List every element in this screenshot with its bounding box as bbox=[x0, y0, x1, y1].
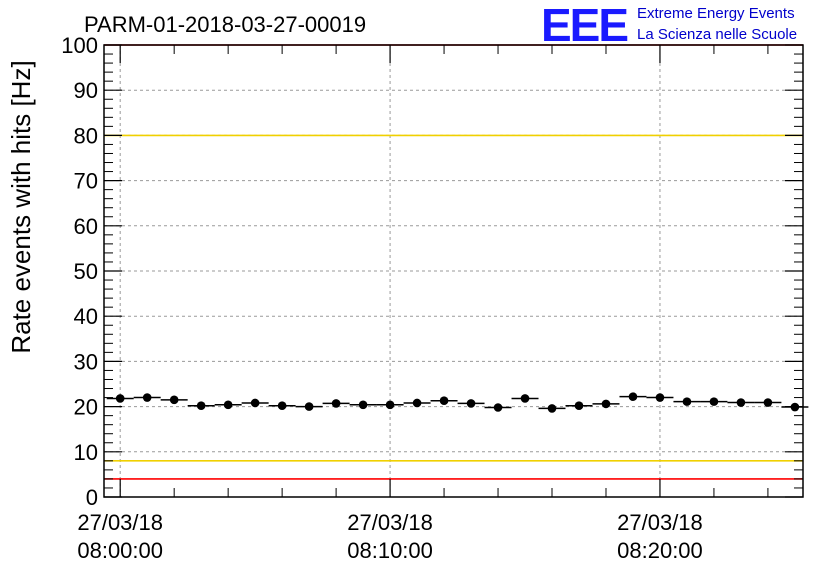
data-point bbox=[304, 402, 314, 411]
data-point bbox=[682, 397, 692, 406]
data-point bbox=[439, 396, 449, 406]
y-tick-label: 70 bbox=[74, 169, 98, 194]
x-tick-label-date: 27/03/18 bbox=[617, 510, 703, 535]
x-tick-label-date: 27/03/18 bbox=[77, 510, 163, 535]
reference-lines bbox=[104, 44, 803, 480]
data-point bbox=[277, 401, 287, 410]
eee-logo: EEE Extreme Energy Events La Scienza nel… bbox=[541, 0, 797, 51]
y-tick-label: 20 bbox=[74, 395, 98, 420]
y-tick-label: 30 bbox=[74, 349, 98, 374]
axis-ticks bbox=[104, 44, 803, 498]
data-point bbox=[385, 400, 395, 410]
data-point bbox=[250, 398, 260, 408]
y-tick-label: 60 bbox=[74, 214, 98, 239]
data-point bbox=[142, 393, 152, 402]
y-axis-label: Rate events with hits [Hz] bbox=[6, 60, 36, 353]
y-tick-label: 100 bbox=[61, 33, 98, 58]
data-point bbox=[223, 400, 233, 410]
data-point bbox=[520, 394, 530, 403]
data-points bbox=[106, 392, 809, 413]
grid-lines bbox=[104, 45, 803, 497]
data-point bbox=[574, 401, 584, 410]
data-point bbox=[547, 404, 557, 413]
data-point bbox=[412, 398, 422, 408]
data-point bbox=[493, 403, 503, 412]
chart-title: PARM-01-2018-03-27-00019 bbox=[84, 12, 366, 37]
data-point bbox=[736, 398, 746, 407]
eee-logo-mark: EEE bbox=[541, 0, 627, 51]
data-point bbox=[115, 394, 125, 403]
data-point bbox=[655, 393, 665, 402]
data-point bbox=[358, 400, 368, 410]
data-point bbox=[331, 399, 341, 408]
x-tick-label-time: 08:20:00 bbox=[617, 538, 703, 563]
data-point bbox=[601, 399, 611, 409]
data-point bbox=[628, 392, 638, 401]
data-point bbox=[196, 401, 206, 410]
data-point bbox=[466, 399, 476, 408]
data-point bbox=[169, 395, 179, 405]
x-tick-label-time: 08:10:00 bbox=[347, 538, 433, 563]
x-tick-label-date: 27/03/18 bbox=[347, 510, 433, 535]
y-tick-label: 50 bbox=[74, 259, 98, 284]
logo-text-line2: La Scienza nelle Scuole bbox=[637, 26, 797, 43]
y-tick-label: 90 bbox=[74, 78, 98, 103]
y-tick-label: 80 bbox=[74, 123, 98, 148]
logo-text-line1: Extreme Energy Events bbox=[637, 5, 795, 22]
data-point bbox=[709, 397, 719, 406]
x-tick-label-time: 08:00:00 bbox=[77, 538, 163, 563]
y-tick-label: 0 bbox=[86, 485, 98, 510]
axis-tick-labels: 0 10 20 30 40 50 60 70 80 90 100 27/03/18 08:00:00 27… bbox=[61, 33, 703, 563]
y-tick-label: 10 bbox=[74, 440, 98, 465]
data-point bbox=[763, 398, 773, 407]
y-tick-label: 40 bbox=[74, 304, 98, 329]
